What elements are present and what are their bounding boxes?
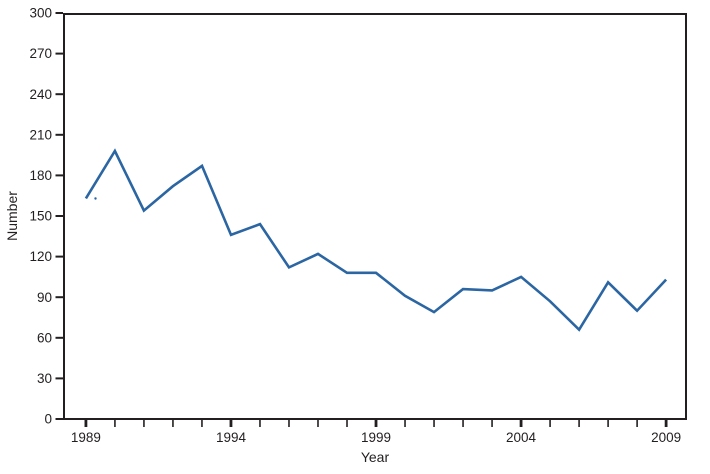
y-axis-title: Number — [4, 191, 20, 241]
y-tick-label: 270 — [29, 46, 52, 61]
y-axis-ticks — [55, 12, 63, 420]
y-tick-label: 0 — [44, 412, 52, 427]
data-line-number — [84, 148, 668, 332]
x-tick-label: 2009 — [651, 430, 681, 445]
y-tick-label: 120 — [29, 249, 52, 264]
y-tick-label: 30 — [37, 371, 52, 386]
x-tick-label: 1994 — [216, 430, 247, 445]
y-tick-label: 60 — [37, 330, 52, 345]
x-axis-ticks — [84, 420, 668, 427]
y-tick-label: 240 — [29, 87, 52, 102]
x-axis-tick-labels: 1989 1994 1999 2004 2009 — [71, 430, 681, 445]
y-tick-label: 150 — [29, 209, 52, 224]
y-axis-tick-labels: 0 30 60 90 120 150 180 210 240 270 300 — [29, 6, 52, 427]
x-tick-label: 1989 — [71, 430, 101, 445]
x-tick-label: 2004 — [506, 430, 537, 445]
y-tick-label: 210 — [29, 127, 52, 142]
plot-area-border — [63, 13, 687, 420]
x-tick-label: 1999 — [361, 430, 391, 445]
y-tick-label: 300 — [29, 6, 52, 21]
y-tick-label: 90 — [37, 290, 52, 305]
x-axis-title: Year — [361, 449, 390, 465]
stray-ink-dot — [94, 197, 97, 200]
y-tick-label: 180 — [29, 168, 52, 183]
